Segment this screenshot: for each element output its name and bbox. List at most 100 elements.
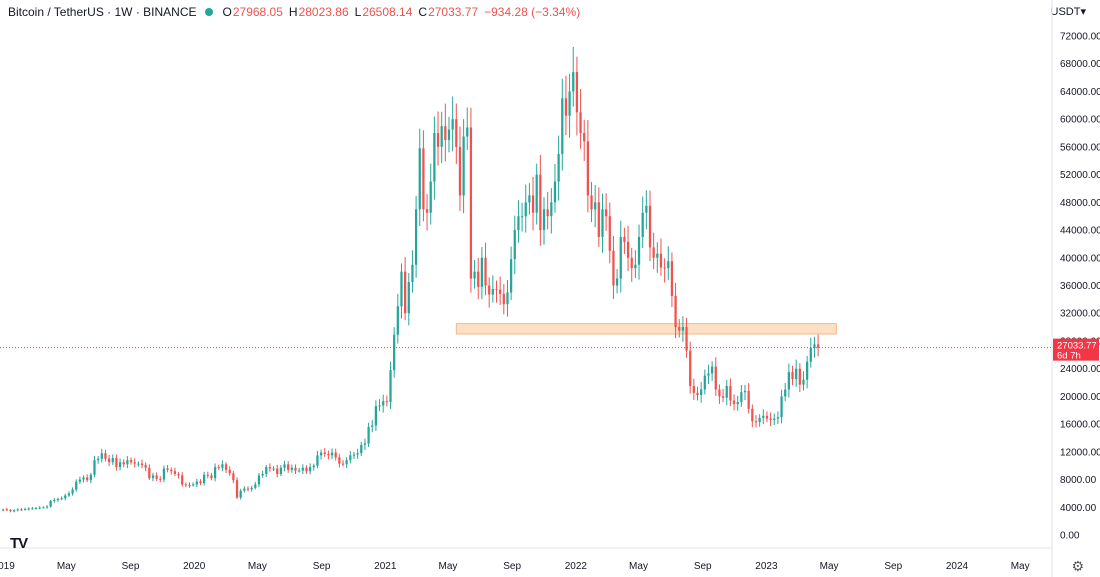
- candle-body: [115, 458, 118, 468]
- high-label: H: [288, 5, 298, 19]
- candle-body: [809, 347, 812, 362]
- candle-body: [721, 396, 725, 398]
- candle-body: [469, 127, 473, 279]
- candle-body: [97, 458, 100, 461]
- candle-body: [360, 444, 363, 454]
- tradingview-logo[interactable]: TV: [10, 535, 28, 552]
- candle-body: [773, 418, 776, 420]
- candle-body: [458, 146, 462, 196]
- close-value: 27033.77: [428, 5, 479, 19]
- candle-body: [670, 261, 674, 296]
- x-tick-label: May: [820, 561, 839, 572]
- candle-body: [590, 195, 593, 210]
- y-tick-label: 32000.00: [1060, 309, 1100, 320]
- candle-body: [550, 202, 553, 217]
- candle-body: [345, 460, 348, 465]
- candle-body: [82, 477, 85, 480]
- candle-body: [751, 408, 754, 422]
- candle-body: [776, 417, 780, 419]
- candle-body: [663, 267, 666, 269]
- low-label: L: [354, 5, 362, 19]
- candle-body: [250, 487, 253, 490]
- low-value: 26508.14: [362, 5, 413, 19]
- candle-body: [224, 464, 228, 470]
- candle-body: [634, 264, 637, 269]
- candle-body: [338, 457, 341, 464]
- candle-body: [283, 464, 286, 468]
- candle-body: [327, 453, 330, 456]
- candle-body: [290, 467, 293, 470]
- candle-body: [34, 507, 38, 509]
- candle-body: [502, 293, 505, 305]
- candle-body: [707, 373, 710, 376]
- candle-body: [539, 174, 542, 231]
- candle-body: [93, 460, 96, 475]
- candle-body: [162, 468, 166, 480]
- candle-body: [425, 209, 429, 213]
- y-tick-label: 64000.00: [1060, 87, 1100, 98]
- candle-body: [645, 205, 648, 213]
- currency-selector[interactable]: USDT▾: [1050, 6, 1086, 18]
- candle-body: [378, 405, 381, 407]
- candle-body: [758, 417, 761, 423]
- candle-body: [491, 288, 494, 295]
- candle-body: [743, 390, 747, 393]
- candle-body: [732, 400, 736, 405]
- candle-body: [298, 470, 301, 472]
- candle-body: [612, 250, 615, 286]
- candle-body: [648, 205, 652, 248]
- candle-body: [681, 327, 685, 331]
- candle-body: [232, 473, 235, 481]
- candle-body: [561, 98, 564, 154]
- candle-body: [725, 385, 728, 398]
- y-tick-label: 40000.00: [1060, 253, 1100, 264]
- candle-body: [268, 467, 272, 469]
- candle-body: [287, 464, 290, 470]
- candle-body: [71, 489, 74, 494]
- x-tick-label: Sep: [503, 561, 521, 572]
- candle-body: [597, 202, 600, 237]
- candle-body: [9, 510, 12, 512]
- candle-body: [118, 462, 122, 468]
- candle-body: [316, 455, 319, 466]
- candle-body: [623, 236, 626, 242]
- change-value: −934.28 (−3.34%): [484, 5, 581, 19]
- candle-body: [714, 366, 717, 390]
- candle-body: [692, 385, 695, 393]
- candle-body: [466, 127, 469, 137]
- candle-body: [586, 141, 589, 196]
- y-tick-label: 68000.00: [1060, 59, 1100, 70]
- candle-body: [689, 350, 692, 386]
- candle-body: [553, 181, 557, 203]
- candle-body: [352, 454, 356, 456]
- candle-body: [678, 327, 681, 331]
- candle-body: [206, 474, 209, 476]
- y-tick-label: 60000.00: [1060, 115, 1100, 126]
- candle-body: [148, 467, 151, 479]
- symbol-title[interactable]: Bitcoin / TetherUS · 1W · BINANCE: [8, 5, 197, 19]
- candle-body: [652, 247, 655, 258]
- gear-icon[interactable]: ⚙: [1071, 558, 1084, 574]
- candle-body: [246, 488, 250, 490]
- candle-body: [192, 484, 195, 486]
- current-price-countdown: 6d 7h: [1057, 351, 1081, 362]
- candle-body: [605, 209, 608, 217]
- candle-body: [816, 344, 820, 348]
- candle-body: [528, 195, 531, 203]
- candle-body: [433, 133, 436, 182]
- open-value: 27968.05: [232, 5, 283, 19]
- candle-body: [166, 468, 169, 470]
- candle-body: [213, 467, 217, 479]
- candle-body: [133, 462, 136, 464]
- candle-body: [572, 72, 575, 92]
- candle-body: [367, 426, 370, 444]
- candle-body: [754, 421, 758, 423]
- candle-body: [16, 509, 19, 511]
- candle-body: [601, 209, 604, 237]
- candle-body: [400, 271, 403, 307]
- candle-body: [334, 452, 337, 458]
- x-tick-label: May: [629, 561, 648, 572]
- candle-body: [404, 271, 407, 314]
- candle-body: [418, 148, 421, 210]
